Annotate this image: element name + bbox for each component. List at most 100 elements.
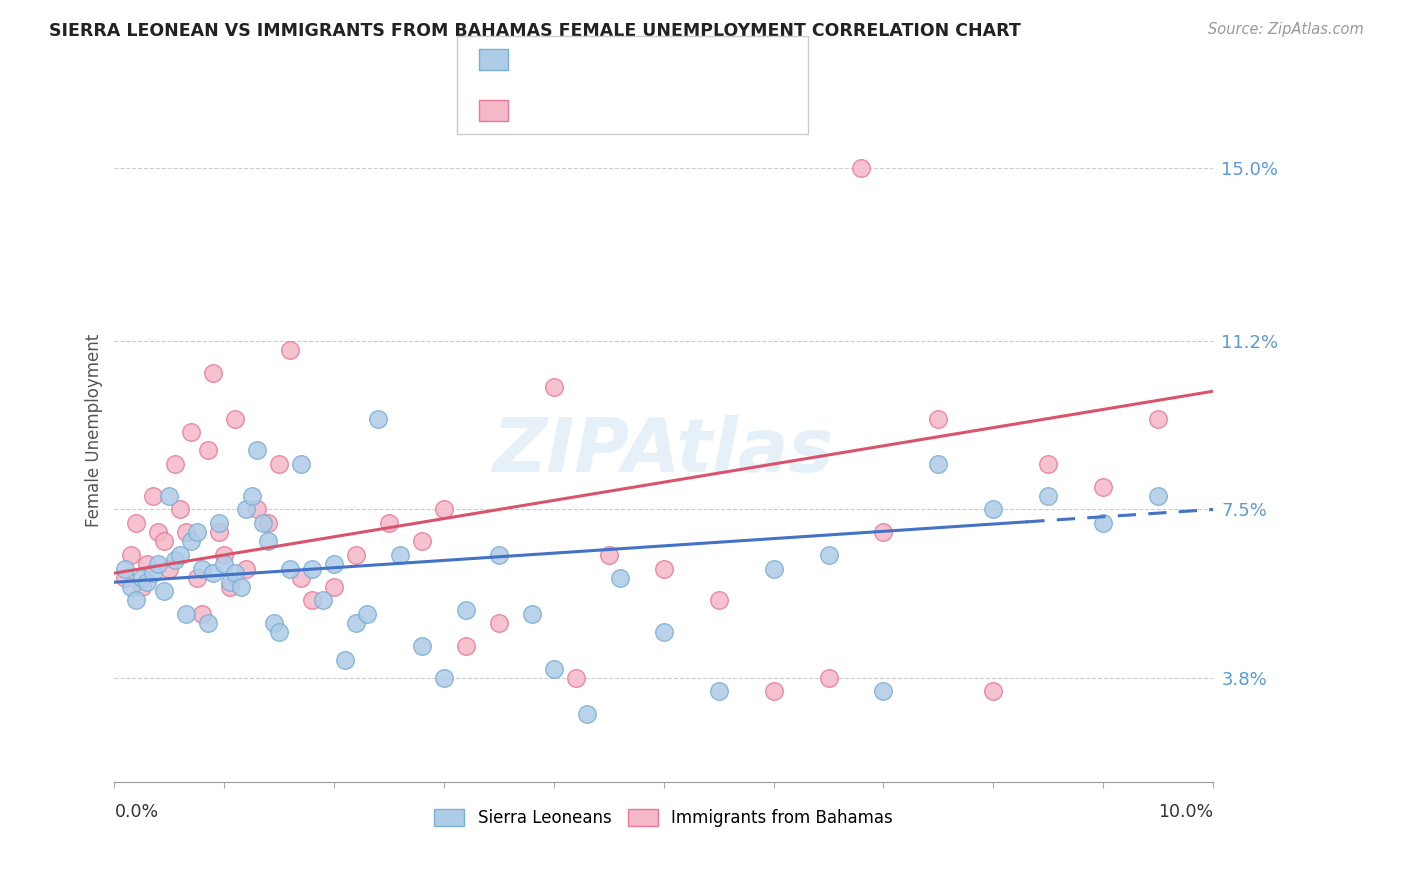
Text: 0.112: 0.112	[567, 51, 623, 69]
Point	[218, 580, 240, 594]
Point	[1147, 489, 1170, 503]
Point	[367, 411, 389, 425]
Point	[762, 561, 785, 575]
Point	[208, 516, 231, 530]
Point	[240, 489, 263, 503]
Point	[598, 548, 620, 562]
Point	[872, 525, 894, 540]
Point	[817, 548, 839, 562]
Point	[981, 502, 1004, 516]
Point	[191, 561, 214, 575]
Point	[197, 443, 219, 458]
Point	[136, 557, 159, 571]
Point	[263, 616, 285, 631]
Point	[290, 571, 312, 585]
Point	[411, 639, 433, 653]
Point	[114, 561, 136, 575]
Point	[543, 380, 565, 394]
Point	[186, 571, 208, 585]
Point	[120, 548, 142, 562]
Point	[174, 607, 197, 621]
Point	[131, 571, 153, 585]
Point	[981, 684, 1004, 698]
Point	[148, 557, 170, 571]
Point	[169, 502, 191, 516]
Point	[142, 489, 165, 503]
Point	[252, 516, 274, 530]
Point	[312, 593, 335, 607]
Text: 0.0%: 0.0%	[114, 803, 159, 821]
Point	[163, 457, 186, 471]
Point	[278, 561, 301, 575]
Point	[872, 684, 894, 698]
Point	[229, 580, 252, 594]
Point	[246, 443, 269, 458]
Point	[208, 525, 231, 540]
Point	[269, 457, 291, 471]
Point	[301, 561, 323, 575]
Text: N =: N =	[621, 102, 671, 120]
Point	[290, 457, 312, 471]
Y-axis label: Female Unemployment: Female Unemployment	[86, 334, 103, 526]
Point	[609, 571, 631, 585]
Point	[378, 516, 401, 530]
Point	[344, 616, 367, 631]
Point	[202, 566, 225, 581]
Point	[543, 662, 565, 676]
Point	[344, 548, 367, 562]
Point	[301, 593, 323, 607]
Point	[153, 534, 176, 549]
Point	[356, 607, 378, 621]
Point	[269, 625, 291, 640]
Point	[707, 684, 730, 698]
Point	[454, 602, 477, 616]
Point	[163, 552, 186, 566]
Point	[174, 525, 197, 540]
Point	[120, 580, 142, 594]
Text: 57: 57	[672, 51, 697, 69]
Point	[520, 607, 543, 621]
Point	[1092, 516, 1115, 530]
Point	[235, 502, 257, 516]
Point	[333, 652, 356, 666]
Point	[235, 561, 257, 575]
Point	[565, 671, 588, 685]
Point	[180, 425, 202, 439]
Point	[153, 584, 176, 599]
Point	[433, 502, 456, 516]
Point	[652, 625, 675, 640]
Point	[389, 548, 412, 562]
Point	[817, 671, 839, 685]
Point	[169, 548, 191, 562]
Point	[191, 607, 214, 621]
Point	[1147, 411, 1170, 425]
Point	[214, 557, 236, 571]
Point	[927, 457, 949, 471]
Point	[186, 525, 208, 540]
Text: SIERRA LEONEAN VS IMMIGRANTS FROM BAHAMAS FEMALE UNEMPLOYMENT CORRELATION CHART: SIERRA LEONEAN VS IMMIGRANTS FROM BAHAMA…	[49, 22, 1021, 40]
Point	[125, 516, 148, 530]
Text: N =: N =	[621, 51, 671, 69]
Point	[652, 561, 675, 575]
Text: 49: 49	[672, 102, 697, 120]
Text: 10.0%: 10.0%	[1159, 803, 1213, 821]
Point	[1092, 480, 1115, 494]
Point	[224, 566, 246, 581]
Point	[157, 489, 180, 503]
Point	[323, 580, 346, 594]
Point	[575, 707, 598, 722]
Point	[762, 684, 785, 698]
Point	[197, 616, 219, 631]
Text: 0.295: 0.295	[567, 102, 623, 120]
Point	[224, 411, 246, 425]
Text: Source: ZipAtlas.com: Source: ZipAtlas.com	[1208, 22, 1364, 37]
Point	[157, 561, 180, 575]
Point	[454, 639, 477, 653]
Point	[278, 343, 301, 358]
Point	[180, 534, 202, 549]
Point	[114, 571, 136, 585]
Point	[136, 575, 159, 590]
Point	[131, 580, 153, 594]
Point	[246, 502, 269, 516]
Point	[148, 525, 170, 540]
